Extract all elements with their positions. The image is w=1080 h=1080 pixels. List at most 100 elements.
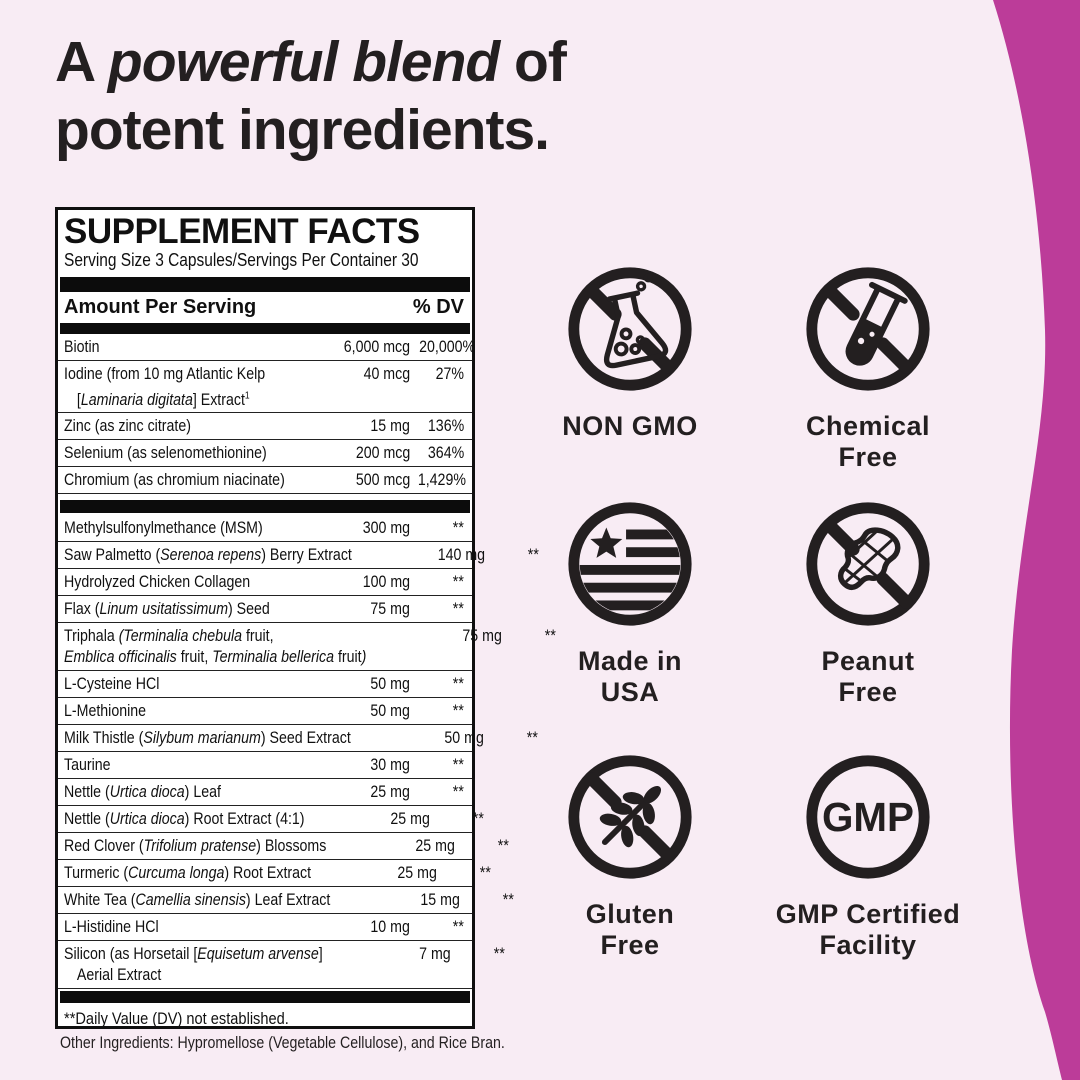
title-suffix: of <box>499 30 567 94</box>
column-header-dv: % DV <box>412 296 464 318</box>
divider-bar <box>60 277 470 292</box>
facts-rows-blend: Methylsulfonylmethance (MSM) 300 mg ** Saw … <box>58 515 556 989</box>
serving-size-line: Serving Size 3 Capsules/Servings Per Con… <box>64 250 419 270</box>
no-wheat-icon <box>568 755 692 879</box>
ingredient-dv: ** <box>498 836 510 855</box>
ingredient-dv: ** <box>452 917 464 936</box>
badge-gmp-certified: GMP GMP Certified Facility <box>747 748 989 961</box>
ingredient-name: Triphala (Terminalia chebula fruit, Embli… <box>64 626 367 666</box>
facts-row: Red Clover (Trifolium pratense) Blossoms… <box>58 833 509 860</box>
badge-label: Gluten Free <box>585 899 675 960</box>
ingredient-name: Selenium (as selenomethionine) <box>64 443 267 462</box>
ingredient-name: Nettle (Urtica dioca) Leaf <box>64 782 221 801</box>
facts-row: Zinc (as zinc citrate) 15 mg 136% <box>58 413 472 440</box>
ingredient-dv: ** <box>452 782 464 801</box>
ingredient-name: Hydrolyzed Chicken Collagen <box>64 572 251 591</box>
facts-row: Taurine 30 mg ** <box>58 752 472 779</box>
ingredient-amount: 75 mg <box>370 599 410 618</box>
facts-row: White Tea (Camellia sinensis) Leaf Extra… <box>58 887 514 914</box>
ingredient-amount: 300 mg <box>362 518 410 537</box>
ingredient-amount: 75 mg <box>462 626 502 645</box>
ingredient-dv: ** <box>480 863 492 882</box>
ingredient-name: Milk Thistle (Silybum marianum) Seed Ext… <box>64 728 351 747</box>
ingredient-name: L-Cysteine HCl <box>64 674 160 693</box>
ingredient-amount: 25 mg <box>415 836 456 855</box>
badge-chemical-free: Chemical Free <box>747 260 989 473</box>
panel-heading: SUPPLEMENT FACTS <box>64 212 420 251</box>
ingredient-name: Saw Palmetto (Serenoa repens) Berry Extr… <box>64 545 352 564</box>
ingredient-dv: ** <box>452 518 464 537</box>
ingredient-amount: 25 mg <box>397 863 438 882</box>
page-title: A powerful blend of potent ingredients. <box>55 28 955 164</box>
other-ingredients: Other Ingredients: Hypromellose (Vegetab… <box>60 1034 505 1052</box>
ingredient-amount: 50 mg <box>370 701 410 720</box>
ingredient-name: L-Methionine <box>64 701 147 720</box>
ingredient-dv: 136% <box>427 416 464 435</box>
ingredient-name: Biotin <box>64 338 100 356</box>
no-peanut-icon <box>806 502 930 626</box>
ingredient-name: Zinc (as zinc citrate) <box>64 416 191 435</box>
facts-row: Turmeric (Curcuma longa) Root Extract 25 … <box>58 860 491 887</box>
ingredient-dv: 364% <box>427 443 464 462</box>
no-test-tube-icon <box>806 267 930 391</box>
ingredient-dv: 27% <box>435 365 464 383</box>
badge-label: Peanut Free <box>821 646 915 707</box>
ingredient-dv: 1,429% <box>417 470 466 489</box>
ingredient-dv: ** <box>527 545 539 564</box>
svg-text:GMP: GMP <box>822 794 914 840</box>
facts-row: Hydrolyzed Chicken Collagen 100 mg ** <box>58 569 472 596</box>
facts-row: Nettle (Urtica dioca) Root Extract (4:1)… <box>58 806 484 833</box>
facts-row: Methylsulfonylmethance (MSM) 300 mg ** <box>58 515 472 542</box>
ingredient-name: Chromium (as chromium niacinate) <box>64 470 285 489</box>
facts-rows-minerals: Biotin 6,000 mcg 20,000% Iodine (from 10 mg… <box>58 334 476 494</box>
facts-row: L-Cysteine HCl 50 mg ** <box>58 671 472 698</box>
supplement-facts-panel: SUPPLEMENT FACTS Serving Size 3 Capsules… <box>55 207 556 1029</box>
badge-non-gmo: NON GMO <box>509 260 751 442</box>
ingredient-dv: ** <box>472 809 484 828</box>
facts-row: Silicon (as Horsetail [Equisetum arvense… <box>58 941 505 989</box>
ingredient-dv: ** <box>502 890 514 909</box>
ingredient-amount: 200 mcg <box>355 443 410 462</box>
ingredient-name: Silicon (as Horsetail [Equisetum arvense… <box>64 944 323 984</box>
column-header-amount: Amount Per Serving <box>64 296 257 318</box>
ingredient-name: Nettle (Urtica dioca) Root Extract (4:1) <box>64 809 305 828</box>
facts-row: Triphala (Terminalia chebula fruit, Embli… <box>58 623 556 671</box>
ingredient-amount: 25 mg <box>370 782 410 801</box>
facts-row: Iodine (from 10 mg Atlantic Kelp [Laminar… <box>58 361 472 413</box>
ingredient-amount: 15 mg <box>370 416 410 435</box>
ingredient-name: Taurine <box>64 755 111 774</box>
ingredient-amount: 140 mg <box>437 545 485 564</box>
no-flask-icon <box>568 267 692 391</box>
facts-row: L-Methionine 50 mg ** <box>58 698 472 725</box>
facts-row: Chromium (as chromium niacinate) 500 mcg 1… <box>58 467 472 494</box>
ingredient-dv: ** <box>544 626 556 645</box>
title-prefix: A <box>55 30 108 94</box>
accent-wave-shape <box>993 0 1080 1080</box>
ingredient-dv: ** <box>452 674 464 693</box>
usa-flag-icon <box>568 502 692 626</box>
ingredient-dv: 20,000% <box>419 338 476 356</box>
title-emphasis: powerful blend <box>107 30 500 94</box>
ingredient-name: Iodine (from 10 mg Atlantic Kelp [Laminar… <box>64 365 266 409</box>
ingredient-name: White Tea (Camellia sinensis) Leaf Extra… <box>64 890 331 909</box>
column-header-row: Amount Per Serving % DV <box>58 292 472 323</box>
facts-row: Nettle (Urtica dioca) Leaf 25 mg ** <box>58 779 472 806</box>
ingredient-dv: ** <box>452 701 464 720</box>
facts-row: Flax (Linum usitatissimum) Seed 75 mg ** <box>58 596 472 623</box>
ingredient-amount: 500 mcg <box>355 470 410 489</box>
badge-label: GMP Certified Facility <box>775 899 961 960</box>
ingredient-dv: ** <box>526 728 538 747</box>
badge-label: Chemical Free <box>805 411 931 472</box>
divider-bar <box>60 990 470 1003</box>
ingredient-amount: 7 mg <box>419 944 451 963</box>
ingredient-dv: ** <box>493 944 505 963</box>
badge-gluten-free: Gluten Free <box>509 748 751 961</box>
ingredient-dv: ** <box>452 755 464 774</box>
ingredient-dv: ** <box>452 572 464 591</box>
divider-bar <box>60 323 470 334</box>
ingredient-amount: 15 mg <box>420 890 460 909</box>
facts-row: Biotin 6,000 mcg 20,000% <box>58 334 476 361</box>
ingredient-amount: 40 mcg <box>363 365 410 383</box>
ingredient-name: Flax (Linum usitatissimum) Seed <box>64 599 270 618</box>
